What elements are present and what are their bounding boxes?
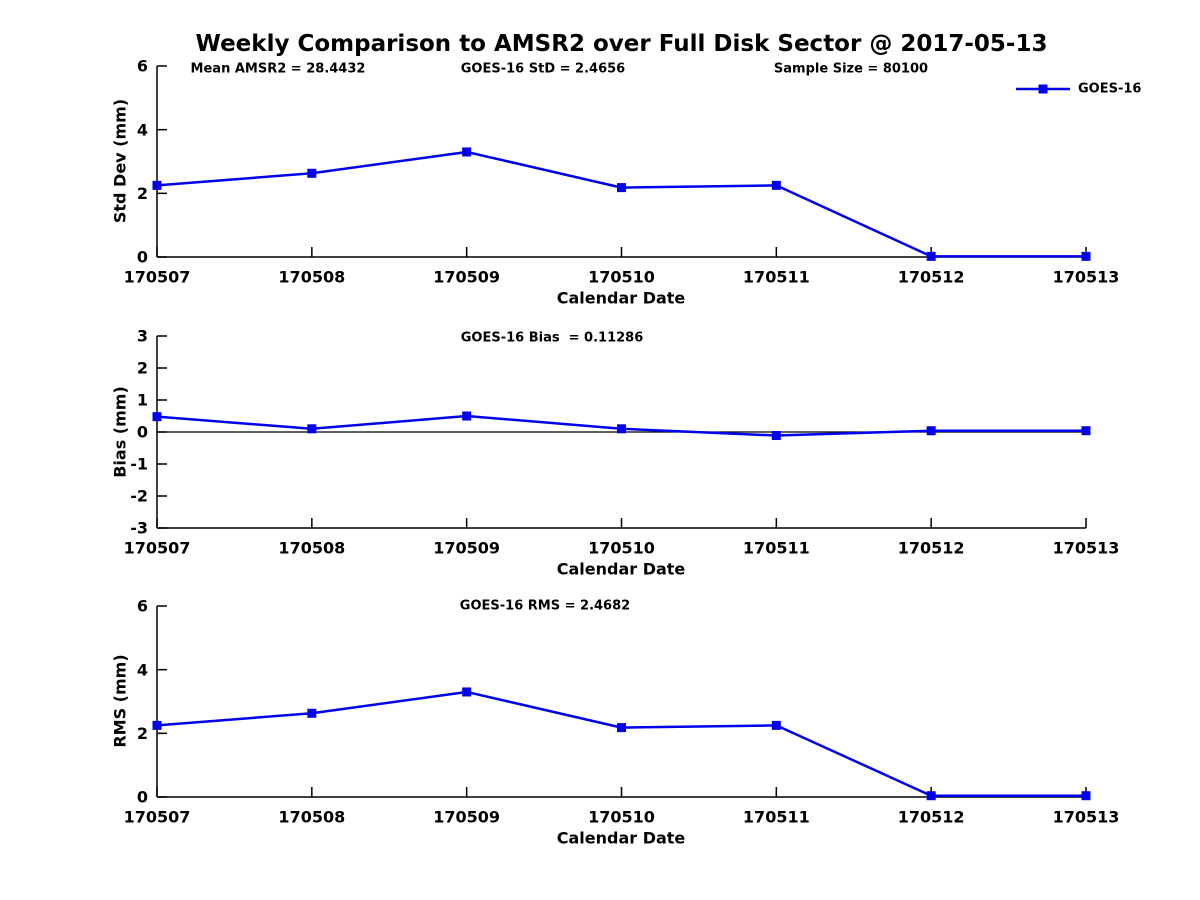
annotation-sample-size: Sample Size = 80100 <box>773 61 929 77</box>
y-tick-label: -3 <box>130 519 148 538</box>
y-tick-label: -1 <box>130 455 148 474</box>
bias-subplot-group: -3 -2 -1 0 1 2 3 170507 170508 170509 170510 170511… <box>124 327 1120 558</box>
data-point-marker <box>307 708 317 718</box>
data-point-marker <box>926 791 936 801</box>
data-point-marker <box>771 720 781 730</box>
figure-title: Weekly Comparison to AMSR2 over Full Dis… <box>195 31 1048 57</box>
y-axis-label-rms: RMS (mm) <box>110 654 130 748</box>
y-tick-label: 6 <box>137 57 148 76</box>
data-point-marker <box>462 147 472 157</box>
y-tick-label: 2 <box>137 359 148 378</box>
x-tick-label: 170509 <box>433 808 500 827</box>
x-tick-label: 170510 <box>588 808 655 827</box>
x-tick-label: 170508 <box>278 539 345 558</box>
x-tick-label: 170507 <box>124 539 191 558</box>
x-tick-label: 170512 <box>898 268 965 287</box>
x-tick-label: 170510 <box>588 268 655 287</box>
data-point-marker <box>926 426 936 436</box>
x-tick-label: 170511 <box>743 268 810 287</box>
legend-marker <box>1038 84 1048 94</box>
data-point-marker <box>307 168 317 178</box>
y-axis-label-bias: Bias (mm) <box>110 386 130 478</box>
y-tick-label: 6 <box>137 597 148 616</box>
y-tick-label: 2 <box>137 724 148 743</box>
x-tick-label: 170507 <box>124 808 191 827</box>
x-tick-label: 170513 <box>1053 539 1120 558</box>
data-point-marker <box>771 431 781 441</box>
data-point-marker <box>617 183 626 193</box>
data-point-marker <box>152 412 162 422</box>
y-tick-label: 3 <box>137 327 148 346</box>
data-point-marker <box>926 251 936 261</box>
data-point-marker <box>307 424 317 434</box>
x-tick-label: 170512 <box>898 539 965 558</box>
x-tick-label: 170511 <box>743 808 810 827</box>
y-axis-label-stddev: Std Dev (mm) <box>110 98 130 224</box>
x-tick-label: 170508 <box>278 808 345 827</box>
y-tick-label: 0 <box>137 788 148 807</box>
legend-label: GOES-16 <box>1078 81 1142 97</box>
x-tick-label: 170509 <box>433 539 500 558</box>
x-tick-label: 170511 <box>743 539 810 558</box>
series-line <box>156 690 1086 797</box>
x-tick-label: 170510 <box>588 539 655 558</box>
y-tick-label: 1 <box>137 391 148 410</box>
data-point-marker <box>1081 251 1091 261</box>
y-tick-label: 4 <box>137 120 148 139</box>
x-axis-label-stddev: Calendar Date <box>556 288 686 308</box>
y-tick-label: 0 <box>137 248 148 267</box>
x-tick-label: 170513 <box>1053 268 1120 287</box>
x-tick-label: 170512 <box>898 808 965 827</box>
x-axis-label-bias: Calendar Date <box>556 559 686 579</box>
annotation-goes16-std: GOES-16 StD = 2.4656 <box>460 61 626 77</box>
data-point-marker <box>152 180 162 190</box>
annotation-mean-amsr2: Mean AMSR2 = 28.4432 <box>190 61 366 77</box>
data-point-marker <box>617 723 626 733</box>
data-point-marker <box>1081 791 1091 801</box>
x-tick-label: 170513 <box>1053 808 1120 827</box>
data-point-marker <box>462 687 472 697</box>
annotation-goes16-rms: GOES-16 RMS = 2.4682 <box>459 598 631 614</box>
data-point-marker <box>771 180 781 190</box>
y-tick-label: -2 <box>130 487 148 506</box>
data-point-marker <box>462 411 472 421</box>
data-point-marker <box>152 720 162 730</box>
x-tick-label: 170507 <box>124 268 191 287</box>
rms-subplot-group: 0 2 4 6 170507 170508 170509 170510 170511 170512… <box>124 597 1120 827</box>
y-tick-label: 0 <box>137 423 148 442</box>
annotation-goes16-bias: GOES-16 Bias = 0.11286 <box>460 330 644 346</box>
x-axis-label-rms: Calendar Date <box>556 828 686 848</box>
std-dev-subplot-group: 0 2 4 6 170507 170508 170509 170510 170511 170512… <box>124 57 1120 287</box>
data-point-marker <box>617 424 626 434</box>
x-tick-label: 170509 <box>433 268 500 287</box>
series-line <box>156 150 1086 258</box>
data-point-marker <box>1081 426 1091 436</box>
y-tick-label: 2 <box>137 184 148 203</box>
y-tick-label: 4 <box>137 660 148 679</box>
legend-group <box>1016 84 1070 94</box>
x-tick-label: 170508 <box>278 268 345 287</box>
